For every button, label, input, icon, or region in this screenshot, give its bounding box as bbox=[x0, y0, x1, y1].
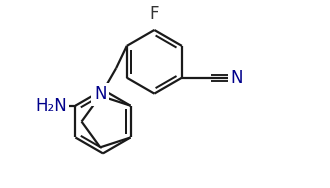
Text: N: N bbox=[94, 85, 107, 103]
Text: N: N bbox=[231, 69, 243, 87]
Text: H₂N: H₂N bbox=[36, 97, 67, 115]
Text: F: F bbox=[149, 5, 159, 23]
